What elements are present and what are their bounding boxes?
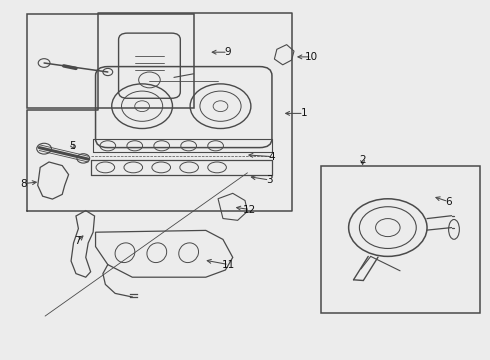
Text: 1: 1 [300, 108, 307, 118]
Text: 8: 8 [20, 179, 27, 189]
Bar [321, 166, 480, 313]
Text: 5: 5 [69, 141, 76, 151]
Bar [27, 14, 194, 108]
Text: 7: 7 [74, 236, 81, 246]
Text: 3: 3 [266, 175, 273, 185]
Text: 6: 6 [445, 197, 452, 207]
Text: 12: 12 [243, 204, 257, 215]
Text: 9: 9 [224, 47, 231, 57]
Text: 10: 10 [305, 52, 318, 62]
Text: 11: 11 [222, 260, 236, 270]
Text: 2: 2 [359, 155, 366, 165]
Text: 4: 4 [269, 152, 275, 162]
